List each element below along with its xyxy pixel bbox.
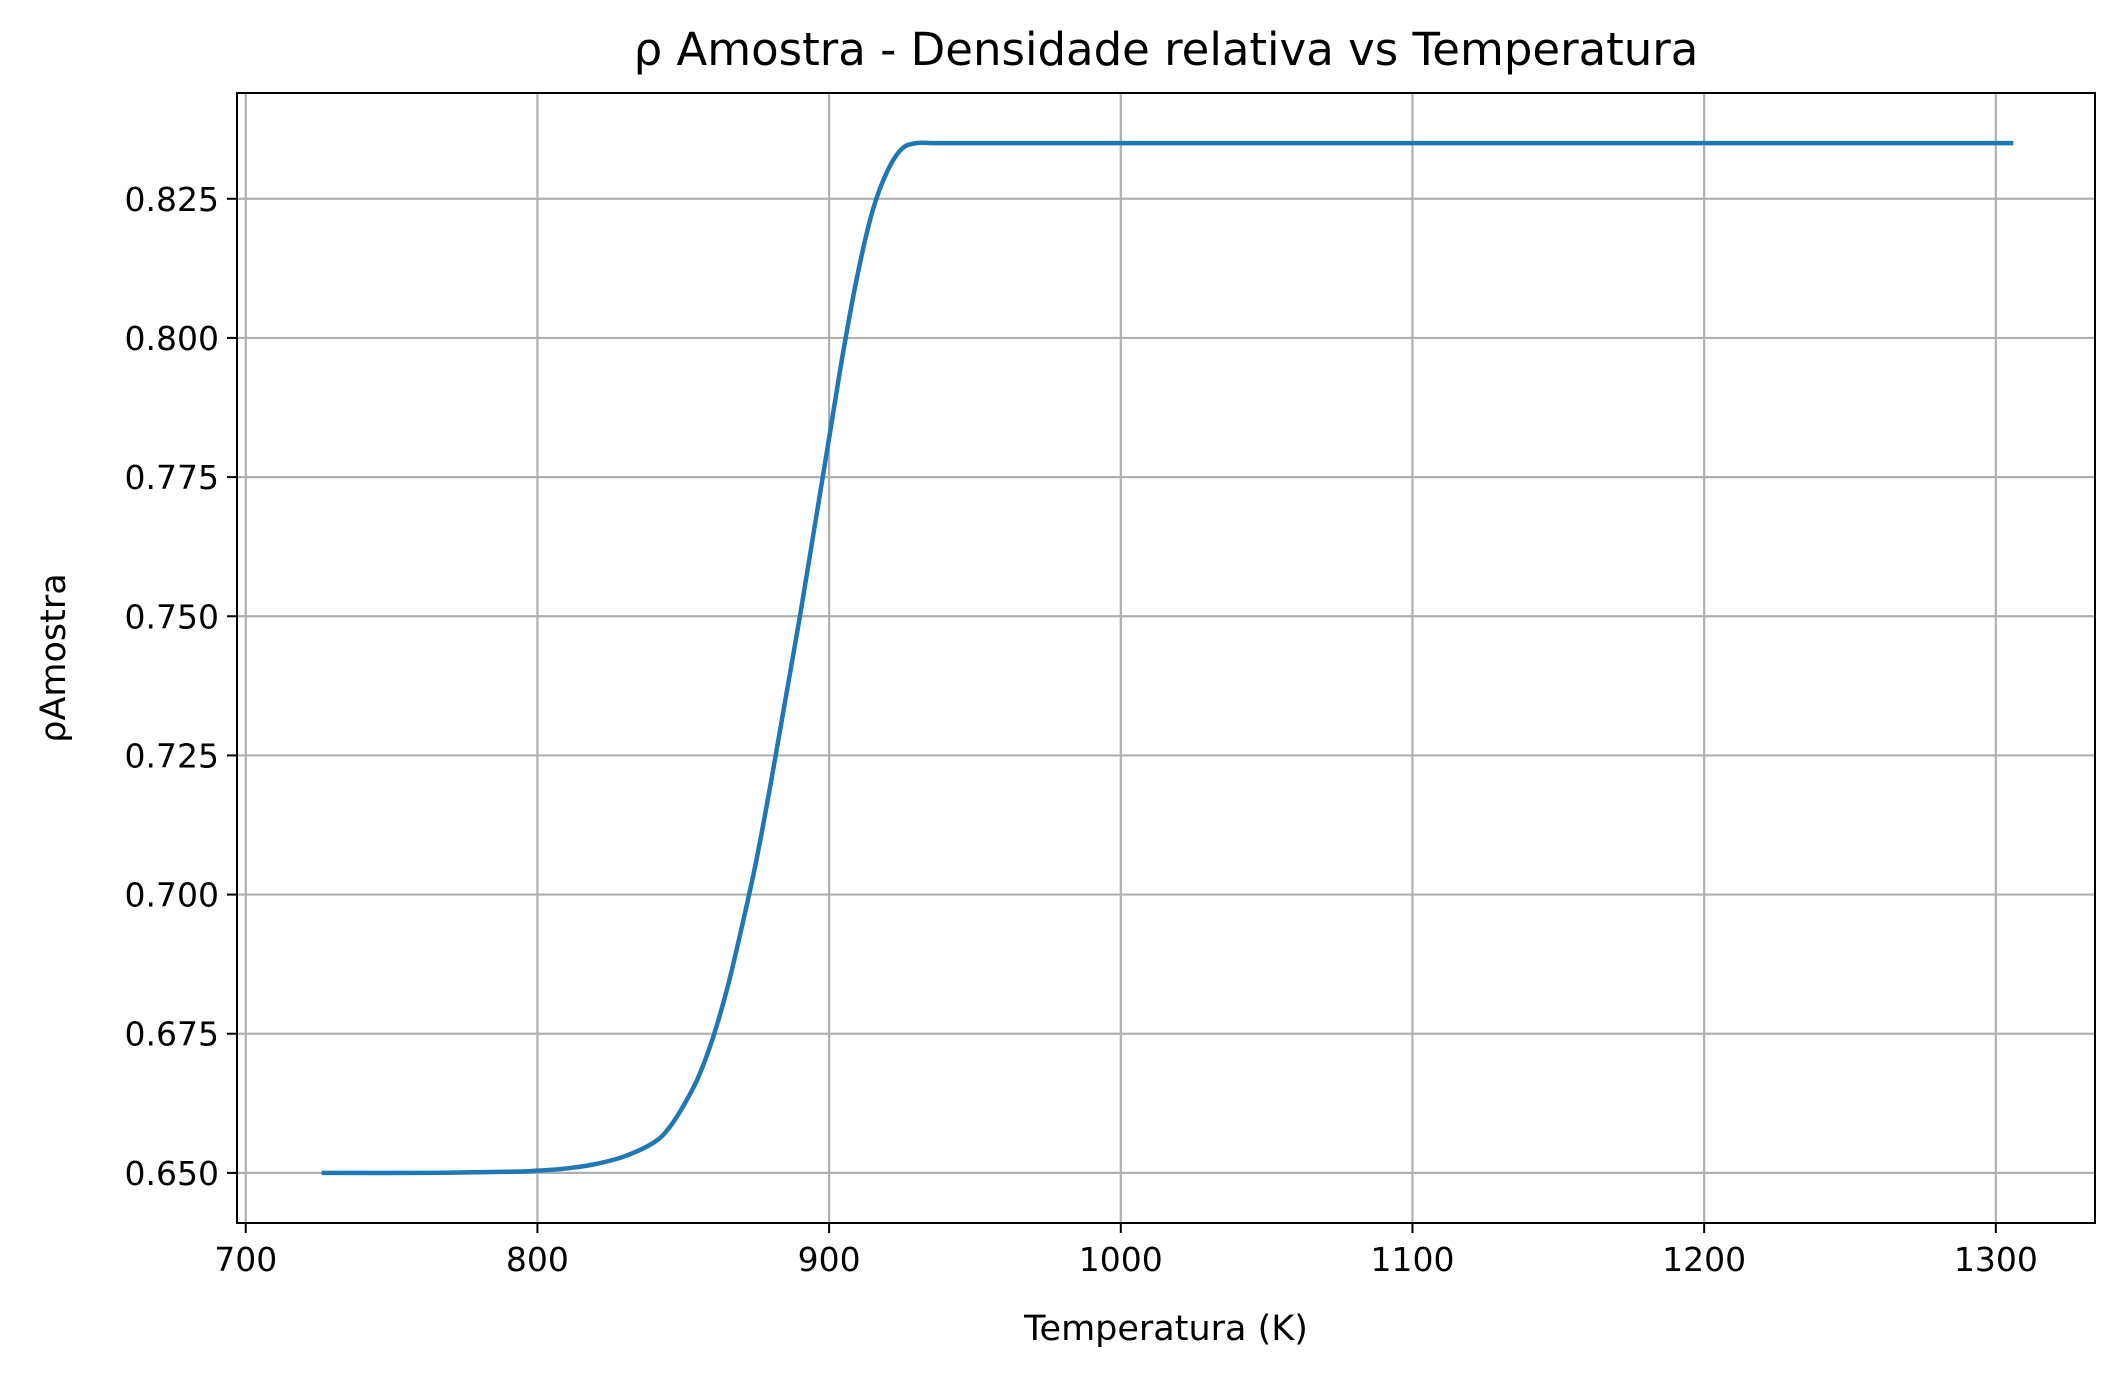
grid-layer <box>237 93 2095 1223</box>
y-tick-label: 0.800 <box>125 319 219 358</box>
x-tick-label: 1200 <box>1662 1240 1746 1279</box>
x-tick-label: 1100 <box>1370 1240 1454 1279</box>
y-tick-label: 0.725 <box>125 736 219 775</box>
y-tick-label: 0.825 <box>125 180 219 219</box>
x-tick-label: 700 <box>214 1240 277 1279</box>
y-tick-label: 0.700 <box>125 876 219 915</box>
chart-title: ρ Amostra - Densidade relativa vs Temper… <box>634 23 1699 76</box>
x-tick-label: 800 <box>506 1240 569 1279</box>
x-tick-label: 900 <box>798 1240 861 1279</box>
plot-frame <box>236 92 2096 1224</box>
y-axis: 0.650 0.675 0.700 0.725 0.750 0.775 0.800 0.825 <box>125 180 237 1193</box>
y-axis-label: ρAmostra <box>34 573 74 742</box>
y-tick-label: 0.675 <box>125 1015 219 1054</box>
x-axis-label: Temperatura (K) <box>1023 1309 1308 1349</box>
x-tick-label: 1300 <box>1954 1240 2038 1279</box>
x-axis: 700 800 900 1000 1100 1200 1300 <box>214 1223 2038 1279</box>
y-tick-label: 0.650 <box>125 1154 219 1193</box>
y-tick-label: 0.750 <box>125 597 219 636</box>
series-line <box>321 140 2014 1176</box>
series-layer <box>321 140 2014 1176</box>
x-tick-label: 1000 <box>1079 1240 1163 1279</box>
y-tick-label: 0.775 <box>125 458 219 497</box>
